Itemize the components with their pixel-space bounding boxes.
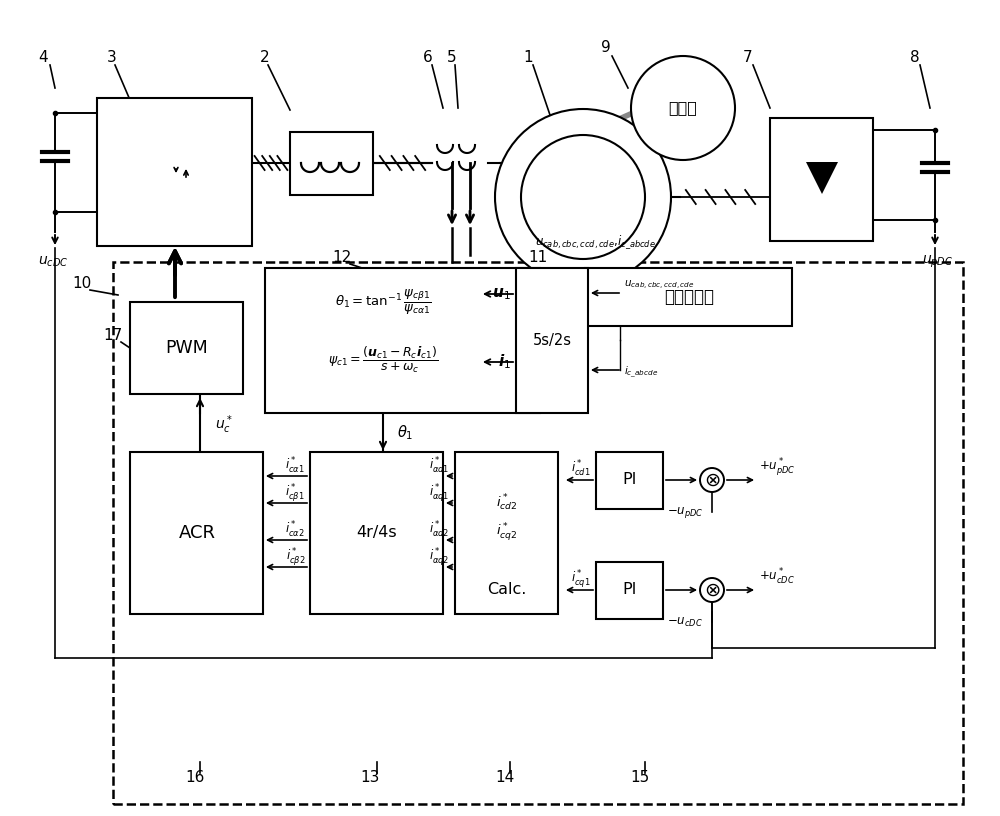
Circle shape: [495, 109, 671, 285]
Text: 5s/2s: 5s/2s: [532, 332, 572, 348]
Text: $u_{cab,cbc,ccd,cde}$,$i_{c\_abcde}$: $u_{cab,cbc,ccd,cde}$,$i_{c\_abcde}$: [535, 233, 656, 251]
Bar: [596, 452, 663, 509]
Text: $i^*_{\alpha q1}$: $i^*_{\alpha q1}$: [429, 482, 449, 504]
Bar: [770, 118, 873, 241]
Circle shape: [700, 468, 724, 492]
Text: $u_{cDC}$: $u_{cDC}$: [38, 255, 68, 269]
Text: $\psi_{c1} = \dfrac{(\boldsymbol{u}_{c1} - R_c\boldsymbol{i}_{c1})}{s + \omega_c: $\psi_{c1} = \dfrac{(\boldsymbol{u}_{c1}…: [328, 345, 438, 375]
Circle shape: [631, 56, 735, 160]
Text: PI: PI: [623, 472, 637, 487]
Text: 13: 13: [360, 770, 380, 786]
Bar: [455, 452, 558, 614]
Text: 17: 17: [103, 327, 123, 343]
Text: $u_{cab,cbc,ccd,cde}$: $u_{cab,cbc,ccd,cde}$: [624, 278, 695, 291]
Bar: [130, 302, 243, 394]
Text: 1: 1: [523, 50, 533, 64]
Bar: [265, 268, 540, 413]
Text: 14: 14: [495, 770, 515, 786]
Text: 4: 4: [38, 50, 48, 64]
Text: $i^*_{c\beta 2}$: $i^*_{c\beta 2}$: [286, 546, 305, 568]
Text: 11: 11: [528, 251, 548, 265]
Text: ACR: ACR: [178, 524, 216, 542]
Text: 原动机: 原动机: [669, 100, 697, 116]
Text: $- u_{pDC}$: $- u_{pDC}$: [667, 504, 703, 520]
Text: $\otimes$: $\otimes$: [704, 471, 720, 490]
Text: Calc.: Calc.: [487, 583, 527, 597]
Bar: [310, 452, 443, 614]
Circle shape: [521, 135, 645, 259]
Text: $u^*_c$: $u^*_c$: [215, 414, 233, 437]
Bar: [130, 452, 263, 614]
Text: $\otimes$: $\otimes$: [704, 580, 720, 600]
Text: $i^*_{\alpha q2}$: $i^*_{\alpha q2}$: [429, 546, 449, 568]
Text: 16: 16: [185, 770, 205, 786]
Text: 3: 3: [107, 50, 117, 64]
Text: 8: 8: [910, 50, 920, 64]
Text: $\theta_1 = \tan^{-1}\dfrac{\psi_{c\beta 1}}{\psi_{c\alpha 1}}$: $\theta_1 = \tan^{-1}\dfrac{\psi_{c\beta…: [335, 287, 431, 317]
Text: $i^*_{cd2}$: $i^*_{cd2}$: [496, 493, 518, 513]
Bar: [516, 268, 588, 413]
Text: $i^*_{\alpha d2}$: $i^*_{\alpha d2}$: [429, 520, 449, 540]
Text: $\boldsymbol{u}_1$: $\boldsymbol{u}_1$: [492, 286, 511, 302]
Text: PWM: PWM: [166, 339, 208, 357]
Polygon shape: [806, 162, 838, 194]
Text: $u_{pDC}$: $u_{pDC}$: [922, 254, 954, 270]
Bar: [585, 268, 792, 326]
Text: 5: 5: [447, 50, 457, 64]
Text: $i^*_{c\alpha 2}$: $i^*_{c\alpha 2}$: [285, 520, 305, 540]
Text: $i^*_{c\alpha 1}$: $i^*_{c\alpha 1}$: [285, 456, 305, 476]
Text: $\theta_1$: $\theta_1$: [397, 424, 413, 442]
Bar: [596, 562, 663, 619]
Text: $\boldsymbol{i}_1$: $\boldsymbol{i}_1$: [498, 353, 511, 371]
Text: $i_{c\_abcde}$: $i_{c\_abcde}$: [624, 365, 658, 379]
Text: 6: 6: [423, 50, 433, 64]
Text: 9: 9: [601, 41, 611, 55]
Text: $i^*_{c\beta 1}$: $i^*_{c\beta 1}$: [285, 482, 305, 504]
Circle shape: [700, 578, 724, 602]
Text: $+ u^*_{cDC}$: $+ u^*_{cDC}$: [759, 567, 795, 587]
Text: 15: 15: [630, 770, 650, 786]
Text: PI: PI: [623, 583, 637, 597]
Text: 12: 12: [332, 250, 352, 264]
Text: 双频控制器: 双频控制器: [664, 288, 714, 306]
Bar: [97, 98, 252, 246]
Text: $i^*_{cq2}$: $i^*_{cq2}$: [496, 521, 518, 543]
Text: 7: 7: [743, 50, 753, 64]
Text: $i^*_{\alpha d1}$: $i^*_{\alpha d1}$: [429, 456, 449, 476]
Text: 10: 10: [72, 276, 92, 290]
Bar: [113, 262, 963, 804]
Text: $i^*_{cd1}$: $i^*_{cd1}$: [571, 459, 590, 479]
Text: $i^*_{cq1}$: $i^*_{cq1}$: [571, 568, 590, 590]
Text: 4r/4s: 4r/4s: [357, 526, 397, 540]
Text: $- u_{cDC}$: $- u_{cDC}$: [667, 615, 703, 628]
Bar: [290, 132, 373, 195]
Text: 2: 2: [260, 50, 270, 64]
Text: $+ u^*_{pDC}$: $+ u^*_{pDC}$: [759, 456, 796, 478]
